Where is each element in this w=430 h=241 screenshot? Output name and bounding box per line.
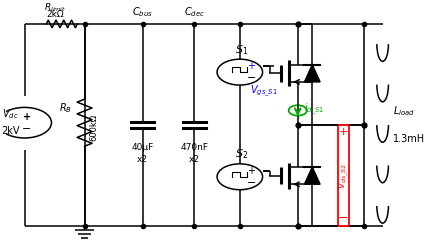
Text: $V_{gs\_S1}$: $V_{gs\_S1}$ — [249, 83, 277, 99]
Text: $C_{bus}$: $C_{bus}$ — [132, 5, 153, 19]
Text: $V_{dc}$: $V_{dc}$ — [2, 107, 18, 121]
Text: +: + — [338, 127, 347, 137]
Text: $R_{limit}$: $R_{limit}$ — [43, 1, 66, 14]
Text: 470nF: 470nF — [180, 143, 208, 152]
FancyBboxPatch shape — [337, 125, 348, 226]
Text: $V_{ds\_S2}$: $V_{ds\_S2}$ — [335, 163, 350, 189]
Text: $S_2$: $S_2$ — [235, 147, 248, 161]
Text: 2kV: 2kV — [2, 126, 20, 136]
Text: x2: x2 — [137, 155, 147, 164]
Text: 1.3mH: 1.3mH — [392, 134, 424, 144]
Text: −: − — [337, 211, 348, 224]
Text: 40μF: 40μF — [131, 143, 154, 152]
Text: −: − — [22, 123, 31, 134]
Text: +: + — [22, 112, 31, 122]
Polygon shape — [304, 65, 319, 82]
Text: $L_{load}$: $L_{load}$ — [392, 104, 414, 118]
Text: −: − — [246, 73, 255, 83]
Text: 2kΩ: 2kΩ — [46, 10, 64, 19]
Text: 600kΩ: 600kΩ — [89, 114, 98, 141]
Text: +: + — [247, 166, 255, 176]
Text: x2: x2 — [188, 155, 200, 164]
Polygon shape — [304, 167, 319, 184]
Text: $S_1$: $S_1$ — [235, 43, 248, 57]
Text: $i_{d\_S1}$: $i_{d\_S1}$ — [303, 102, 324, 117]
Text: +: + — [247, 61, 255, 71]
Text: $R_B$: $R_B$ — [59, 102, 72, 115]
Text: $C_{dec}$: $C_{dec}$ — [183, 5, 204, 19]
Text: −: − — [246, 178, 255, 188]
